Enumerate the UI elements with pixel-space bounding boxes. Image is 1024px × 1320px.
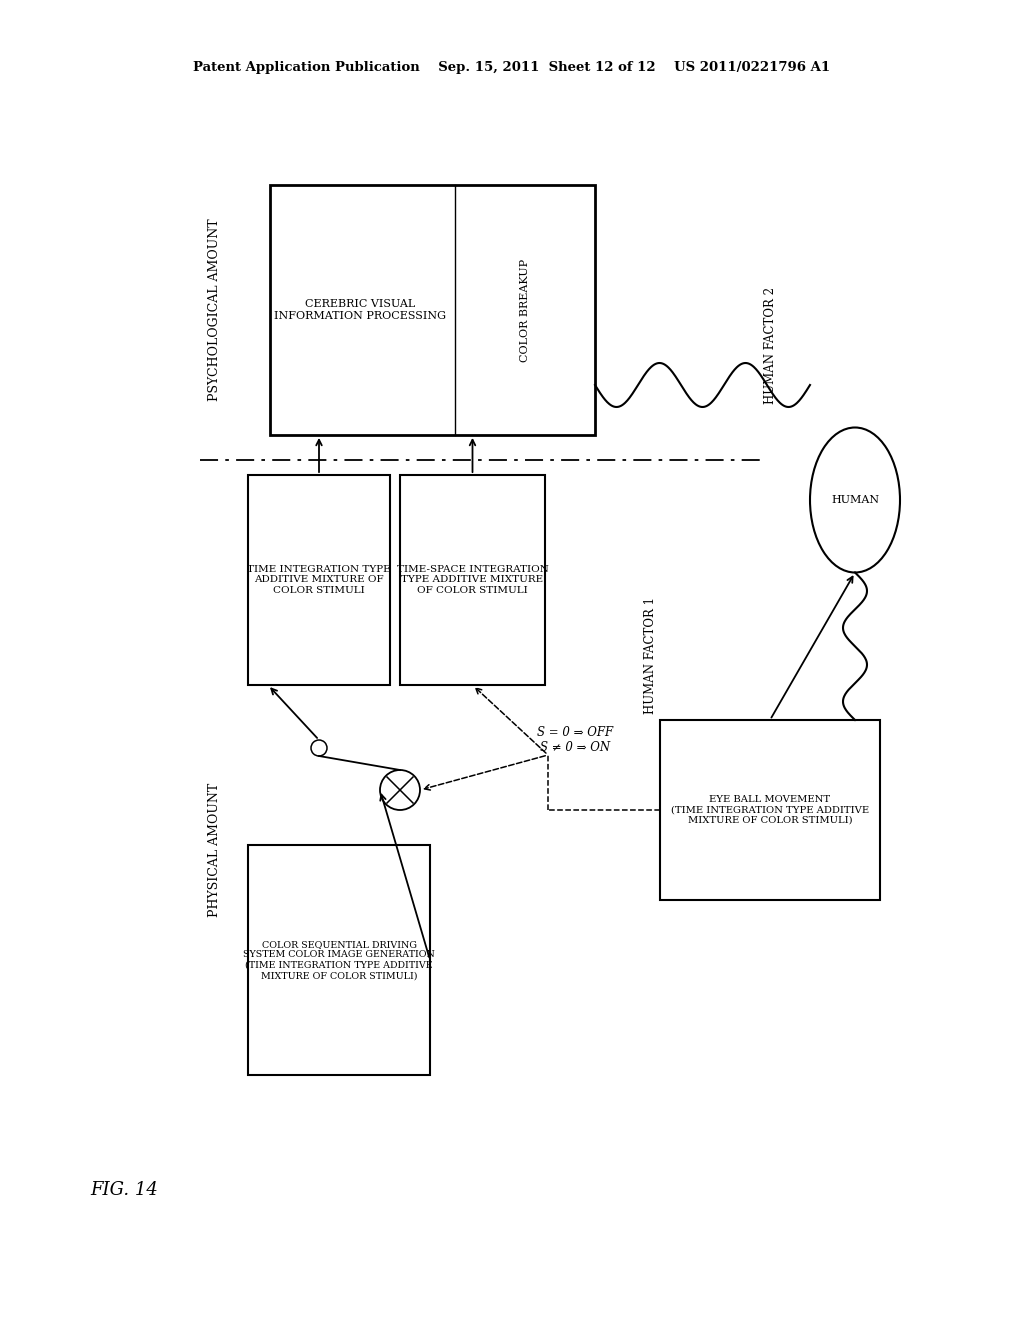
Text: HUMAN FACTOR 2: HUMAN FACTOR 2 — [764, 286, 776, 404]
Ellipse shape — [810, 428, 900, 573]
Text: COLOR BREAKUP: COLOR BREAKUP — [520, 259, 530, 362]
Bar — [400, 475, 545, 685]
Text: COLOR SEQUENTIAL DRIVING
SYSTEM COLOR IMAGE GENERATION
(TIME INTEGRATION TYPE AD: COLOR SEQUENTIAL DRIVING SYSTEM COLOR IM… — [243, 940, 435, 979]
Text: PSYCHOLOGICAL AMOUNT: PSYCHOLOGICAL AMOUNT — [209, 219, 221, 401]
Text: EYE BALL MOVEMENT
(TIME INTEGRATION TYPE ADDITIVE
MIXTURE OF COLOR STIMULI): EYE BALL MOVEMENT (TIME INTEGRATION TYPE… — [671, 795, 869, 825]
Text: HUMAN FACTOR 1: HUMAN FACTOR 1 — [643, 597, 656, 714]
Bar — [660, 719, 880, 900]
Text: Patent Application Publication    Sep. 15, 2011  Sheet 12 of 12    US 2011/02217: Patent Application Publication Sep. 15, … — [194, 62, 830, 74]
Text: PHYSICAL AMOUNT: PHYSICAL AMOUNT — [209, 783, 221, 917]
Text: CEREBRIC VISUAL
INFORMATION PROCESSING: CEREBRIC VISUAL INFORMATION PROCESSING — [274, 300, 446, 321]
Text: FIG. 14: FIG. 14 — [90, 1181, 158, 1199]
Text: TIME INTEGRATION TYPE
ADDITIVE MIXTURE OF
COLOR STIMULI: TIME INTEGRATION TYPE ADDITIVE MIXTURE O… — [247, 565, 391, 595]
Text: HUMAN: HUMAN — [830, 495, 879, 506]
Text: TIME-SPACE INTEGRATION
TYPE ADDITIVE MIXTURE
OF COLOR STIMULI: TIME-SPACE INTEGRATION TYPE ADDITIVE MIX… — [396, 565, 549, 595]
Bar — [248, 475, 390, 685]
Text: S = 0 ⇒ OFF
S ≠ 0 ⇒ ON: S = 0 ⇒ OFF S ≠ 0 ⇒ ON — [537, 726, 613, 754]
Bar — [248, 845, 430, 1074]
Bar — [270, 185, 595, 436]
